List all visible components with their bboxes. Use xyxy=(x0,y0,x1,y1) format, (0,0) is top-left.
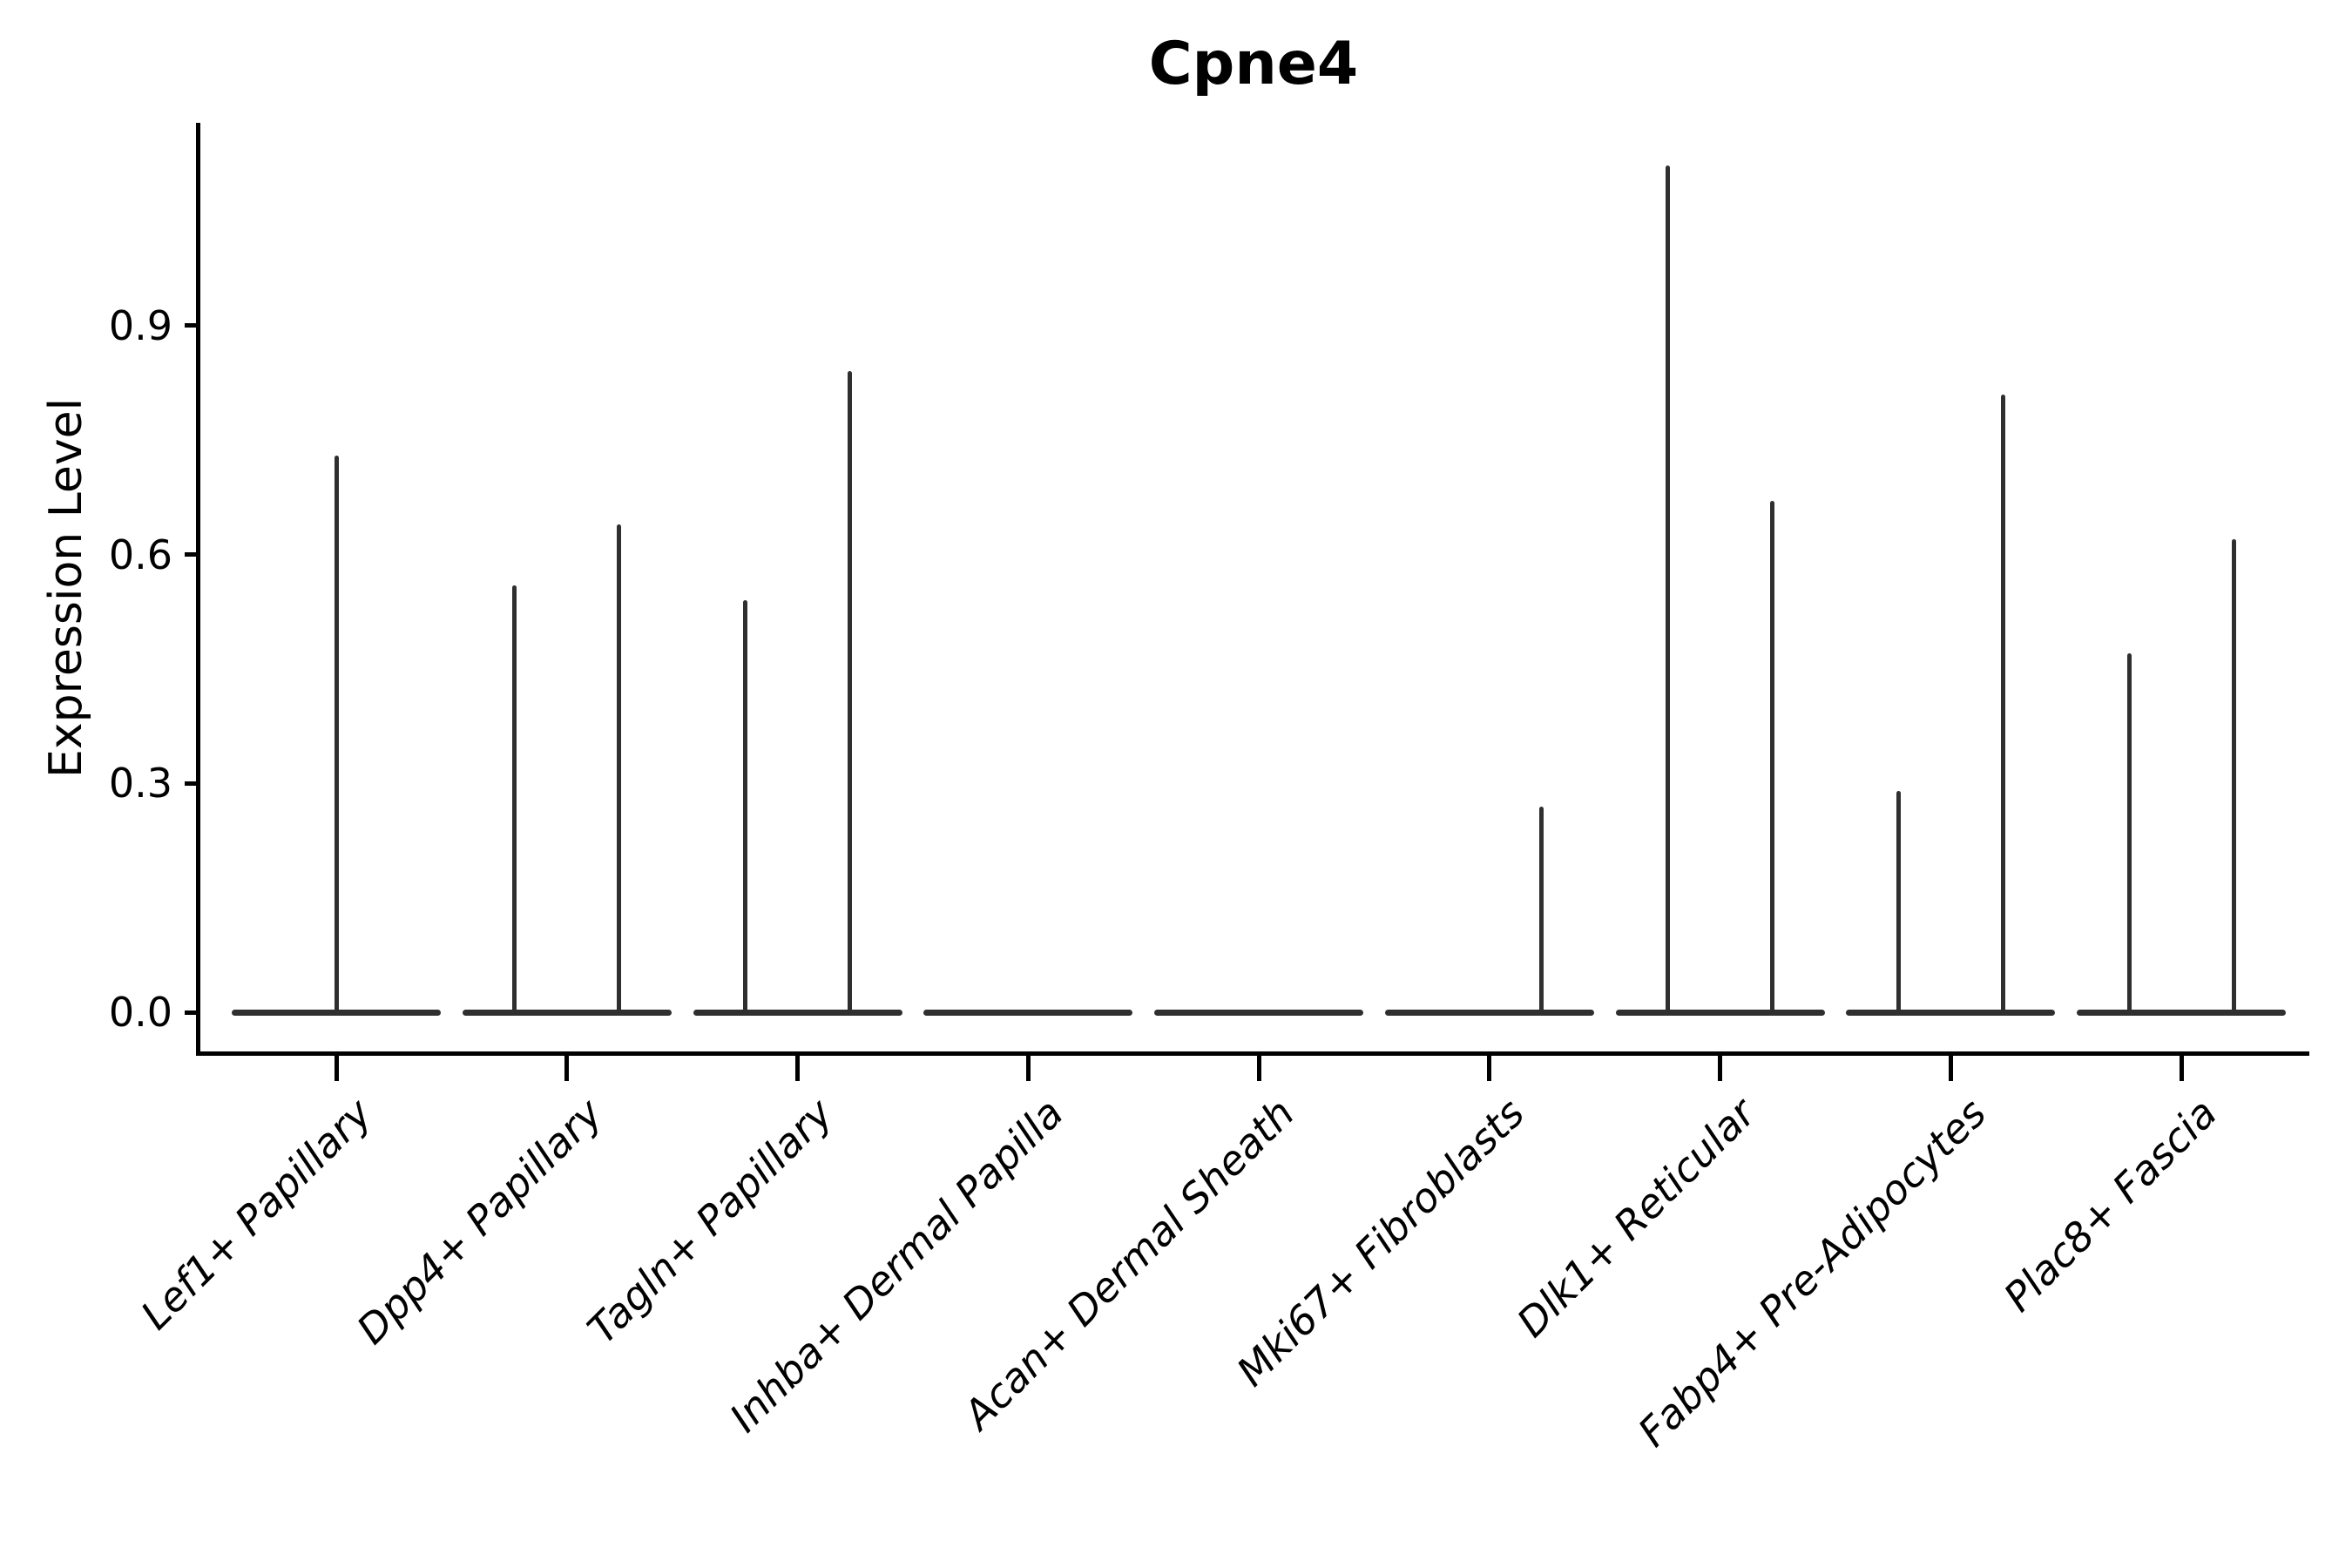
x-tick-mark xyxy=(1487,1051,1492,1081)
violin-max-spike xyxy=(2126,653,2132,1014)
y-tick-mark xyxy=(185,781,197,786)
x-tick-mark xyxy=(1718,1051,1722,1081)
violin-baseline xyxy=(462,1009,672,1016)
violin-max-spike xyxy=(1539,806,1544,1014)
violin-max-spike xyxy=(1666,166,1670,1014)
x-axis-label: Tagln+ Papillary xyxy=(578,1089,842,1353)
x-axis-label: Dpp4+ Papillary xyxy=(347,1089,612,1354)
violin-baseline xyxy=(1615,1009,1825,1016)
y-tick-label: 0.3 xyxy=(108,760,172,808)
violin-max-spike xyxy=(848,371,852,1014)
y-tick-label: 0.9 xyxy=(108,301,172,349)
violin-max-spike xyxy=(334,455,339,1014)
violin-max-spike xyxy=(1896,791,1901,1014)
y-tick-mark xyxy=(185,323,197,328)
y-tick-mark xyxy=(185,1010,197,1015)
violin-max-spike xyxy=(512,585,517,1014)
violin-baseline xyxy=(693,1009,902,1016)
x-tick-mark xyxy=(795,1051,800,1081)
chart-title: Cpne4 xyxy=(1148,30,1359,98)
y-tick-label: 0.0 xyxy=(108,989,172,1036)
y-axis-label: Expression Level xyxy=(40,397,92,779)
y-tick-label: 0.6 xyxy=(108,531,172,578)
x-axis-label: Plac8+ Fascia xyxy=(1994,1089,2226,1321)
violin-baseline xyxy=(2077,1009,2286,1016)
violin-max-spike xyxy=(2000,394,2005,1014)
violin-max-spike xyxy=(1770,501,1774,1014)
y-axis-spine xyxy=(195,123,200,1056)
x-tick-mark xyxy=(334,1051,339,1081)
violin-baseline xyxy=(1154,1009,1363,1016)
x-tick-mark xyxy=(1025,1051,1031,1081)
x-axis-label: Dlk1+ Reticular xyxy=(1507,1089,1765,1347)
violin-baseline xyxy=(923,1009,1133,1016)
x-tick-mark xyxy=(2179,1051,2184,1081)
x-tick-mark xyxy=(1948,1051,1953,1081)
violin-max-spike xyxy=(617,524,622,1014)
x-axis-label: Lef1+ Papillary xyxy=(131,1089,381,1339)
y-tick-mark xyxy=(185,552,197,558)
violin-max-spike xyxy=(743,600,747,1014)
x-axis-spine xyxy=(195,1051,2309,1056)
x-tick-mark xyxy=(1256,1051,1261,1081)
violin-baseline xyxy=(1846,1009,2056,1016)
x-tick-mark xyxy=(564,1051,570,1081)
violin-max-spike xyxy=(2231,539,2236,1014)
violin-baseline xyxy=(1384,1009,1594,1016)
